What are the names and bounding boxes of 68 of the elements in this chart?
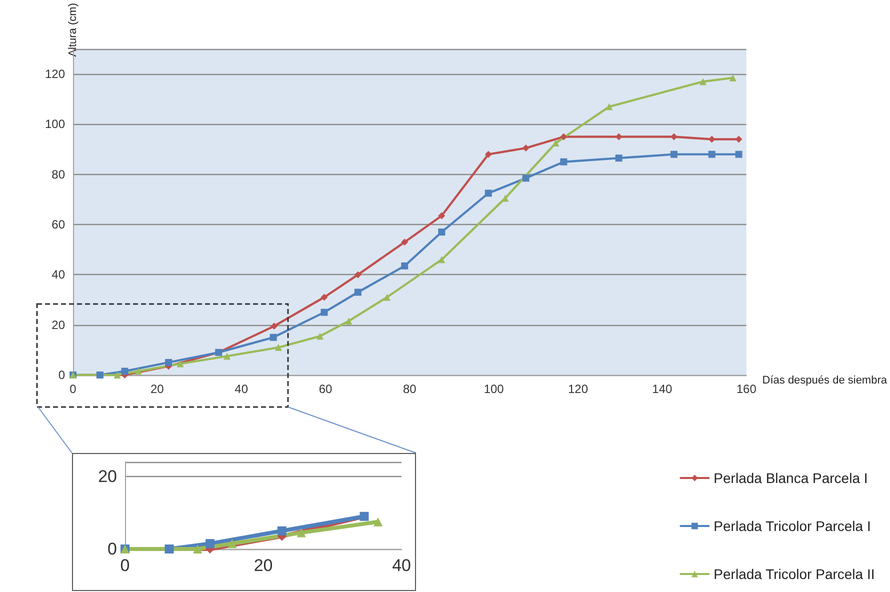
point xyxy=(224,352,231,360)
point xyxy=(484,190,492,197)
point xyxy=(277,526,286,536)
point xyxy=(522,144,530,152)
point xyxy=(438,228,446,236)
point xyxy=(615,133,622,140)
x-tick-label: 0 xyxy=(120,556,130,575)
x-tick-label: 160 xyxy=(736,382,757,396)
x-tick-label: 140 xyxy=(652,382,673,396)
point xyxy=(606,103,613,110)
y-tick-label: 60 xyxy=(52,218,66,232)
point xyxy=(700,78,707,86)
y-tick-label: 100 xyxy=(44,117,66,132)
point xyxy=(270,322,278,330)
legend-label: Perlada Blanca Parcela I xyxy=(714,470,868,486)
point xyxy=(206,539,215,548)
x-tick-label: 40 xyxy=(234,382,248,396)
point xyxy=(228,539,237,548)
point xyxy=(320,308,328,316)
point xyxy=(729,74,736,82)
point xyxy=(320,294,328,301)
point xyxy=(735,150,742,158)
point xyxy=(270,334,277,341)
legend-label: Perlada Tricolor Parcela II xyxy=(714,566,875,582)
point xyxy=(735,136,742,143)
point xyxy=(522,174,530,182)
point xyxy=(615,154,622,162)
point xyxy=(670,150,678,158)
point xyxy=(560,133,568,140)
point xyxy=(670,133,678,140)
point xyxy=(708,136,716,143)
point xyxy=(345,318,352,325)
point xyxy=(114,372,121,378)
legend-label: Perlada Tricolor Parcela I xyxy=(714,518,871,534)
x-tick-label: 0 xyxy=(70,382,77,396)
x-axis-title: Días después de siembra xyxy=(762,374,888,386)
x-tick-label: 60 xyxy=(318,382,333,396)
point xyxy=(708,150,716,158)
y-tick-label: 40 xyxy=(52,268,66,282)
x-tick-label: 120 xyxy=(568,382,588,396)
x-tick-label: 20 xyxy=(150,382,164,396)
point xyxy=(438,256,446,264)
y-tick-label: 20 xyxy=(52,318,66,332)
point xyxy=(383,294,390,301)
point xyxy=(316,332,324,340)
point xyxy=(552,140,560,147)
point xyxy=(374,517,383,526)
point xyxy=(296,528,306,538)
point xyxy=(354,271,362,278)
point xyxy=(401,238,408,246)
point xyxy=(438,212,446,220)
point xyxy=(134,368,142,375)
x-tick-label: 20 xyxy=(254,556,273,575)
point xyxy=(274,344,282,351)
y-tick-label: 80 xyxy=(52,167,66,182)
x-tick-label: 100 xyxy=(484,382,504,396)
point xyxy=(176,360,184,368)
point xyxy=(165,358,172,366)
y-tick-label: 120 xyxy=(44,67,66,82)
point xyxy=(484,150,492,158)
point xyxy=(121,368,128,375)
point xyxy=(354,288,362,296)
point xyxy=(401,262,408,270)
x-tick-label: 80 xyxy=(403,382,417,396)
point xyxy=(560,158,568,166)
y-tick-label: 0 xyxy=(58,368,66,382)
point xyxy=(193,544,202,554)
x-tick-label: 40 xyxy=(392,556,412,575)
